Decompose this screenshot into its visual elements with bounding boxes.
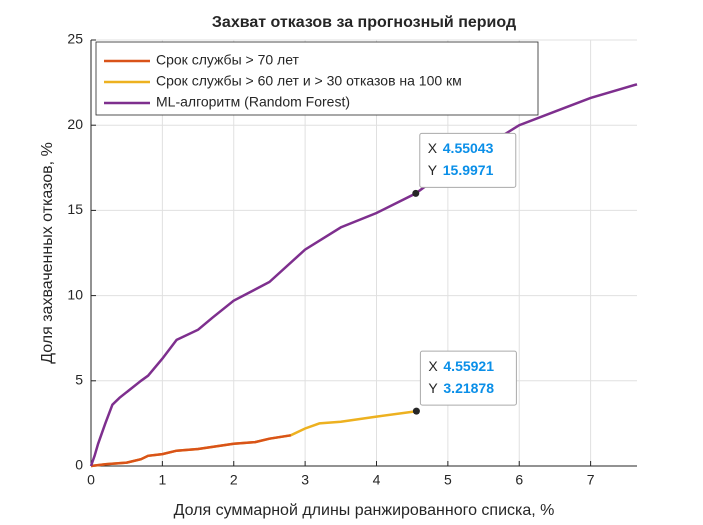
datatip: X 4.55043 Y 15.9971 (412, 132, 517, 197)
y-tick-label: 20 (67, 116, 83, 132)
legend-label: Срок службы > 60 лет и > 30 отказов на 1… (156, 73, 462, 89)
legend-label: ML-алгоритм (Random Forest) (156, 94, 350, 110)
datatip-box (419, 350, 517, 406)
x-tick-label: 2 (230, 472, 238, 488)
datatip: X 4.55921 Y 3.21878 (412, 350, 517, 415)
series-line (90, 434, 291, 468)
y-axis-label: Доля захваченных отказов, % (39, 142, 56, 364)
x-tick-label: 6 (515, 472, 523, 488)
y-tick-label: 15 (67, 201, 83, 217)
datatip-x-value: 4.55921 (443, 358, 494, 374)
x-tick-label: 5 (444, 472, 452, 488)
datatip-x-label: X (428, 140, 438, 156)
y-tick-label: 0 (75, 457, 83, 473)
x-tick-label: 7 (587, 472, 595, 488)
y-tick-label: 5 (75, 372, 83, 388)
legend: Срок службы > 70 лет Срок службы > 60 лет… (95, 41, 539, 116)
x-axis-label: Доля суммарной длины ранжированного спис… (174, 502, 555, 519)
x-tick-label: 1 (158, 472, 166, 488)
x-tick-label: 0 (87, 472, 95, 488)
datatip-x-value: 4.55043 (443, 140, 494, 156)
legend-label: Срок службы > 70 лет (156, 52, 300, 68)
x-tick-label: 3 (301, 472, 309, 488)
datatip-y-value: 15.9971 (443, 162, 494, 178)
chart-title: Захват отказов за прогнозный период (212, 14, 516, 31)
datatip-box (419, 132, 517, 188)
y-tick-label: 10 (67, 286, 83, 302)
datatip-marker (412, 407, 420, 415)
legend-box (95, 41, 539, 116)
datatip-y-label: Y (428, 380, 438, 396)
x-tick-label: 4 (373, 472, 381, 488)
datatip-x-label: X (428, 358, 438, 374)
datatip-marker (412, 189, 420, 197)
datatip-y-label: Y (428, 162, 438, 178)
y-tick-label: 25 (67, 31, 83, 47)
datatip-y-value: 3.21878 (443, 380, 494, 396)
